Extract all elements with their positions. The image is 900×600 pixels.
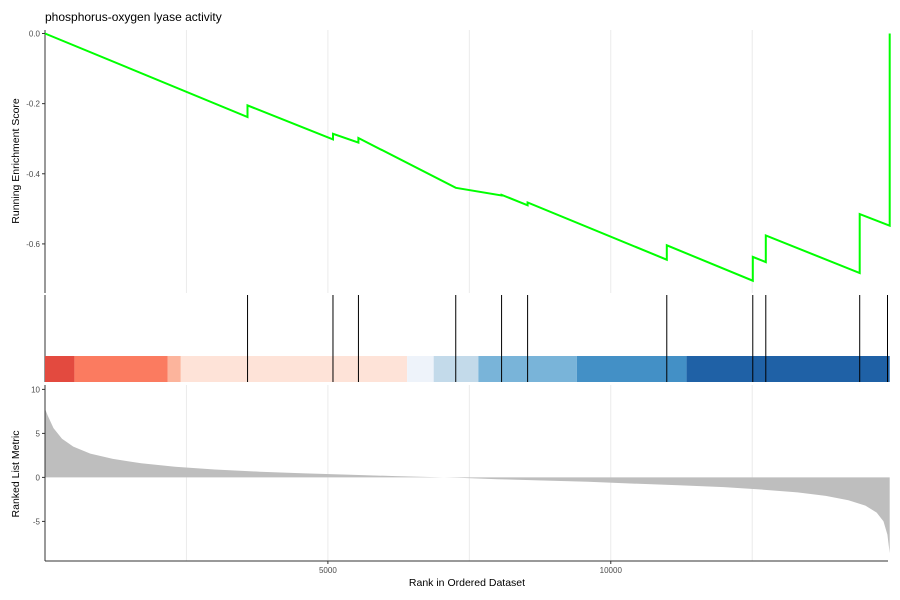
metric-y-tick-label: 10 [31, 385, 40, 394]
x-axis: 5000 10000 [45, 560, 888, 575]
es-y-axis-label: Running Enrichment Score [10, 98, 22, 224]
running-enrichment-score-line [44, 32, 891, 283]
es-y-tick-label: -0.2 [26, 100, 40, 109]
rank-color-band [180, 356, 408, 382]
es-panel-axis: 0.0 -0.2 -0.4 -0.6 [26, 30, 46, 293]
rank-color-band [45, 356, 75, 382]
es-panel-gridlines [185, 30, 753, 293]
x-tick-label: 10000 [600, 566, 623, 575]
metric-y-tick-label: -5 [33, 517, 41, 526]
rank-color-band [407, 356, 434, 382]
metric-y-axis-label: Ranked List Metric [10, 431, 22, 518]
rank-color-band [576, 356, 687, 382]
es-y-tick-label: -0.4 [26, 170, 40, 179]
x-axis-label: Rank in Ordered Dataset [409, 577, 525, 589]
gene-hit-marks [247, 295, 888, 382]
metric-panel-axis: 10 5 0 -5 [31, 385, 46, 561]
rank-color-band [686, 356, 890, 382]
ranked-list-metric-area [45, 408, 890, 554]
metric-y-tick-label: 5 [36, 429, 41, 438]
x-tick-label: 5000 [319, 566, 337, 575]
es-y-tick-label: -0.6 [26, 240, 40, 249]
es-y-tick-label: 0.0 [29, 30, 41, 39]
chart-title: phosphorus-oxygen lyase activity [45, 10, 222, 24]
rank-color-band [74, 356, 168, 382]
metric-y-tick-label: 0 [36, 473, 41, 482]
rank-color-band [167, 356, 181, 382]
rank-color-bands [44, 295, 890, 382]
